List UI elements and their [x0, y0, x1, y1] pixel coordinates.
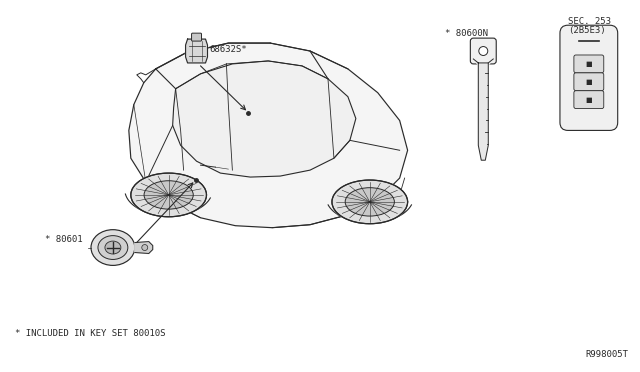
Polygon shape	[186, 39, 207, 63]
Polygon shape	[478, 63, 488, 160]
Text: * INCLUDED IN KEY SET 80010S: * INCLUDED IN KEY SET 80010S	[15, 329, 166, 338]
FancyBboxPatch shape	[574, 91, 604, 109]
Ellipse shape	[345, 188, 394, 216]
Polygon shape	[474, 59, 493, 65]
Polygon shape	[131, 173, 207, 217]
FancyBboxPatch shape	[574, 55, 604, 73]
Text: R998005T: R998005T	[586, 350, 628, 359]
Polygon shape	[135, 241, 153, 253]
Text: * 80601: * 80601	[45, 235, 83, 244]
Ellipse shape	[91, 230, 135, 265]
Text: (2B5E3): (2B5E3)	[568, 26, 605, 35]
Text: ■: ■	[586, 61, 592, 67]
Circle shape	[479, 46, 488, 55]
Text: ■: ■	[586, 79, 592, 85]
FancyBboxPatch shape	[574, 73, 604, 91]
Ellipse shape	[105, 241, 121, 254]
Polygon shape	[332, 180, 408, 224]
FancyBboxPatch shape	[560, 25, 618, 131]
Text: 68632S*: 68632S*	[209, 45, 247, 54]
Polygon shape	[173, 61, 356, 177]
FancyBboxPatch shape	[191, 33, 202, 41]
Text: * 80600N: * 80600N	[445, 29, 488, 38]
Ellipse shape	[144, 181, 193, 209]
Circle shape	[142, 244, 148, 250]
Text: ■: ■	[586, 97, 592, 103]
Ellipse shape	[98, 235, 128, 259]
FancyBboxPatch shape	[470, 38, 496, 64]
Polygon shape	[129, 43, 408, 228]
Text: SEC. 253: SEC. 253	[568, 17, 611, 26]
